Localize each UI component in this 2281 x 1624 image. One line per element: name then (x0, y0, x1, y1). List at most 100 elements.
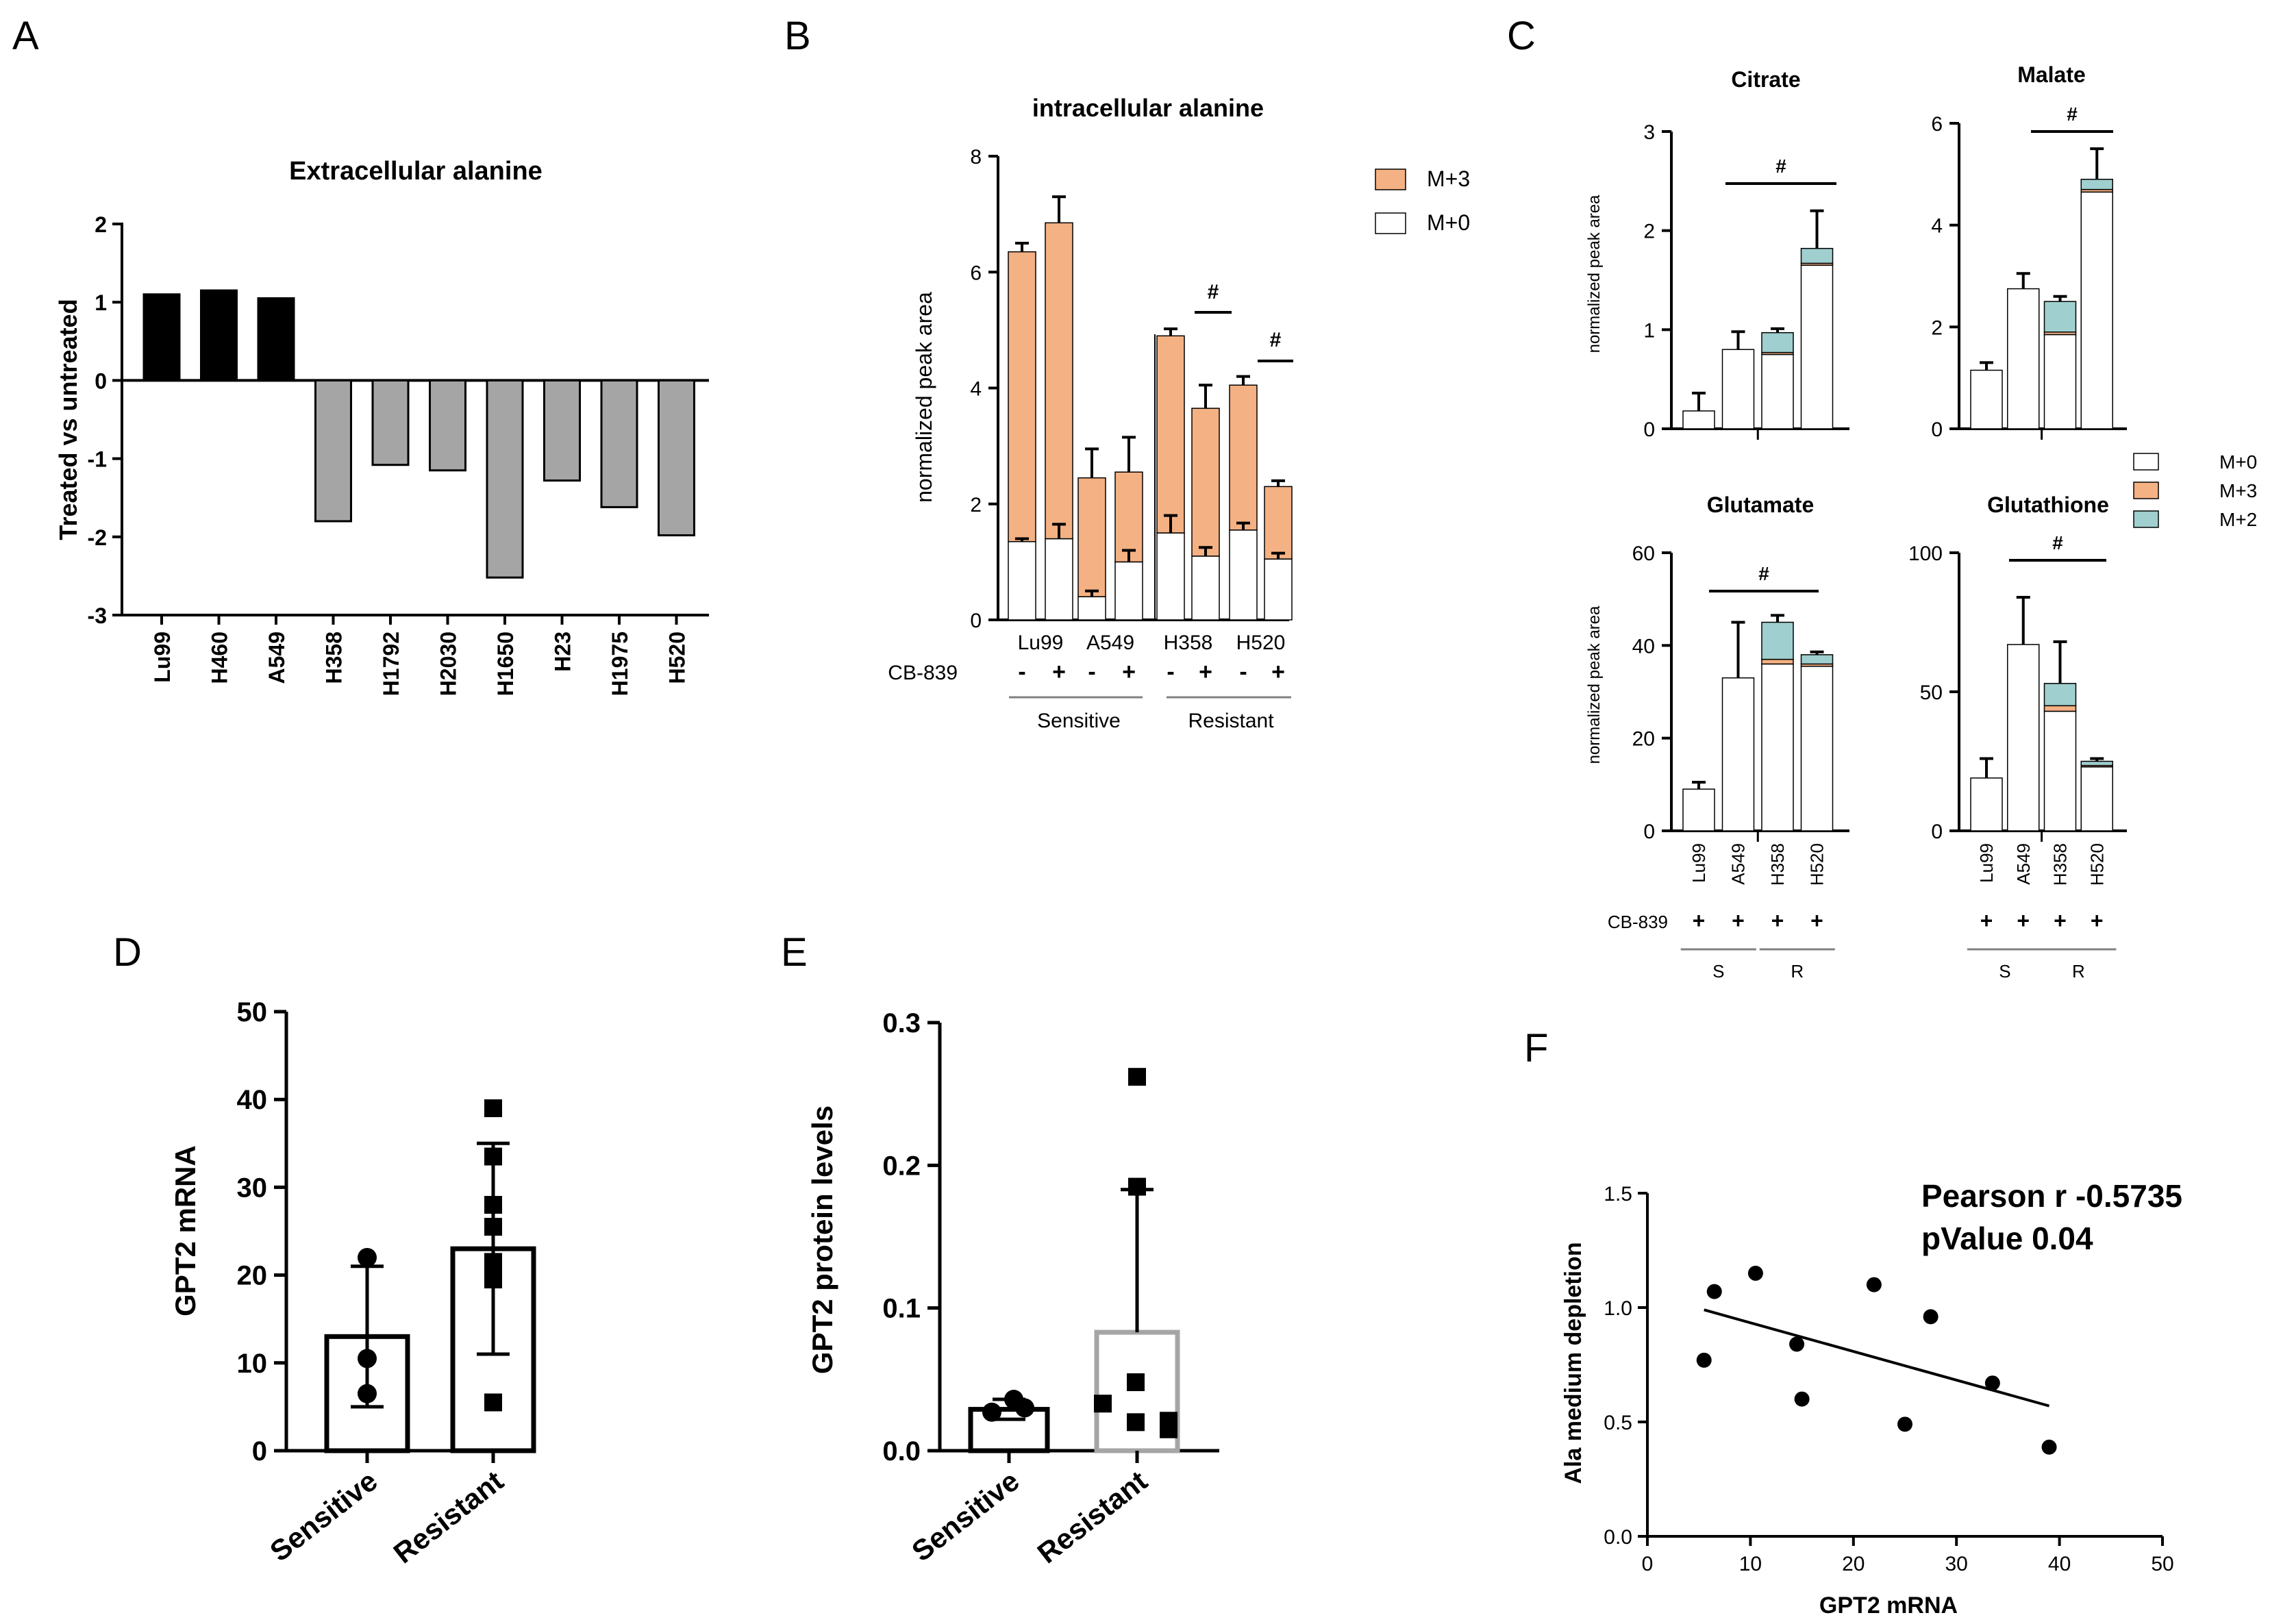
bar-m0-segment (1191, 555, 1220, 621)
bar-segment-M+0 (1800, 264, 1834, 429)
panel-letter-f: F (1524, 1026, 1548, 1071)
data-point (484, 1147, 502, 1166)
regression-line (1704, 1308, 2050, 1408)
bar-segment-M+0 (1970, 777, 2003, 832)
y-tick-label: 40 (237, 1085, 268, 1115)
data-point (484, 1271, 502, 1289)
y-axis-label: GPT2 mRNA (169, 1145, 201, 1316)
x-tick-label: 0 (1642, 1553, 1654, 1575)
bar-segment-M+0 (1970, 369, 2003, 429)
bar-segment-M+2 (1761, 332, 1794, 353)
y-axis-label: normalized peak area (912, 292, 936, 503)
treatment-sign: + (1980, 908, 1993, 933)
bar-segment-M+0 (1800, 666, 1834, 832)
x-tick-label: Lu99 (1976, 843, 1997, 883)
x-tick-label: H358 (1767, 843, 1788, 886)
annotation-pvalue: pValue 0.04 (1921, 1221, 2093, 1256)
legend-label-m3: M+3 (1427, 166, 1470, 191)
y-tick-label: 4 (970, 378, 982, 401)
x-tick-label: H358 (322, 632, 347, 684)
y-tick-label: 0 (970, 610, 982, 632)
data-point (1923, 1309, 1939, 1325)
legend-label: M+3 (2219, 480, 2257, 501)
y-tick-label: -1 (88, 447, 107, 472)
x-tick-label: 50 (2151, 1553, 2173, 1575)
treatment-sign: + (2017, 908, 2030, 933)
x-tick-label: H520 (665, 632, 690, 684)
x-axis-label: GPT2 mRNA (1819, 1592, 1958, 1619)
y-tick-label: 0.3 (882, 1008, 921, 1038)
legend-swatch (2133, 453, 2159, 471)
bar-segment-M+0 (2043, 710, 2077, 832)
y-tick-label: 0 (1931, 821, 1943, 843)
group-label-A549: A549 (1086, 632, 1134, 654)
x-tick-label: H1650 (493, 632, 518, 696)
data-point (358, 1349, 377, 1369)
y-tick-label: 8 (970, 146, 982, 168)
treatment-sign: + (1052, 659, 1066, 685)
group-label-r: R (2072, 961, 2085, 982)
bar-H23 (543, 379, 581, 482)
x-tick-label: 30 (1945, 1553, 1968, 1575)
bar-segment-M+0 (1761, 353, 1794, 429)
treatment-label: CB-839 (1608, 912, 1668, 932)
bar-m0-segment (1077, 596, 1106, 621)
y-axis-label: normalized peak area (1585, 605, 1604, 764)
group-label-Lu99: Lu99 (1018, 632, 1064, 654)
data-point (1696, 1352, 1712, 1368)
data-point (982, 1402, 1001, 1422)
y-tick-label: 6 (1931, 113, 1943, 136)
y-tick-label: 0 (1643, 821, 1655, 843)
x-tick-label: Lu99 (1688, 843, 1709, 883)
bar-Sensitive (968, 1407, 1050, 1453)
bar-H1650 (486, 379, 524, 579)
significance-mark: # (2067, 103, 2078, 125)
data-point (1706, 1284, 1722, 1299)
data-point (484, 1253, 502, 1271)
x-tick-label: Sensitive (264, 1464, 383, 1568)
data-point (358, 1247, 377, 1267)
data-point (484, 1099, 502, 1118)
x-tick-label: Sensitive (906, 1464, 1025, 1568)
panel-c-chart: Citrate normalized peak area 0 1 2 3 # Malate 0 2… (1585, 62, 2257, 982)
bar-segment-M+2 (2043, 683, 2077, 707)
bar-segment-M+0 (1721, 677, 1755, 832)
data-point (484, 1196, 502, 1214)
y-tick-label: 100 (1908, 542, 1943, 565)
group-label-H520: H520 (1236, 632, 1286, 654)
y-tick-label: 0 (1643, 419, 1655, 441)
x-tick-label: A549 (2013, 843, 2034, 885)
x-tick-label: H23 (551, 632, 575, 672)
legend-label: M+2 (2219, 509, 2257, 530)
data-point (1094, 1395, 1112, 1413)
data-point (1984, 1375, 2000, 1391)
bar-segment-M+3 (1761, 658, 1794, 665)
treatment-sign: + (2054, 908, 2067, 933)
y-tick-label: 20 (1632, 728, 1655, 751)
x-tick-label: H520 (2086, 843, 2107, 886)
significance-mark: # (2052, 532, 2063, 553)
x-tick-label: H520 (1807, 843, 1828, 886)
chart-title: intracellular alanine (1032, 94, 1264, 122)
y-tick-label: -2 (88, 525, 107, 550)
y-tick-label: 0 (252, 1436, 267, 1466)
bar-m0-segment (1045, 538, 1073, 621)
treatment-sign: + (1693, 908, 1706, 933)
y-tick-label: 50 (237, 997, 268, 1027)
treatment-sign: + (1271, 659, 1285, 685)
y-tick-label: 0.0 (882, 1436, 921, 1466)
y-tick-label: 4 (1931, 215, 1943, 238)
bar-m0-segment (1114, 561, 1143, 621)
bar-m3-segment (1229, 384, 1258, 531)
legend-swatch-m0 (1375, 212, 1406, 234)
bar-m3-segment (1191, 408, 1220, 557)
bar-segment-M+2 (2043, 301, 2077, 333)
panel-letter-d: D (113, 930, 142, 975)
bar-m3-segment (1008, 251, 1036, 542)
x-tick-label: H1792 (379, 632, 403, 696)
treatment-label: CB-839 (888, 662, 958, 684)
bar-Lu99 (142, 293, 181, 382)
treatment-sign: + (1732, 908, 1745, 933)
x-tick-label: A549 (264, 632, 289, 684)
